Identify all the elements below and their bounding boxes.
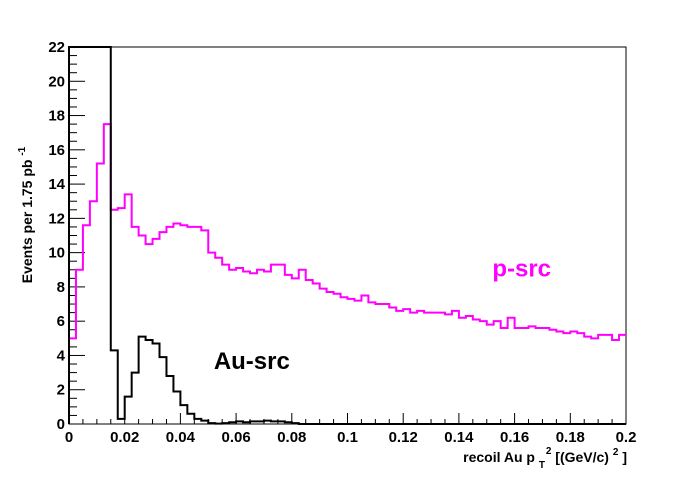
x-axis-title-sub: T xyxy=(539,460,545,471)
y-tick-label: 6 xyxy=(57,313,65,330)
x-axis-title-close: ] xyxy=(622,449,627,465)
y-tick-label: 12 xyxy=(48,210,65,227)
y-axis-title: Events per 1.75 pb -1 xyxy=(17,146,35,283)
y-tick-label: 14 xyxy=(48,176,65,193)
series-layer xyxy=(68,46,626,425)
x-axis-title-rest: [(GeV/c) xyxy=(555,449,609,465)
x-tick-label: 0.2 xyxy=(616,429,637,446)
y-tick-label: 0 xyxy=(57,416,65,433)
x-tick-label: 0.06 xyxy=(221,429,250,446)
au-src-histogram xyxy=(68,46,626,425)
series-label-au-src: Au-src xyxy=(214,348,290,375)
x-axis-title-rest-sup: 2 xyxy=(613,447,619,458)
y-tick-label: 2 xyxy=(57,382,65,399)
y-tick-label: 10 xyxy=(48,245,65,262)
plot-frame xyxy=(68,46,627,425)
series-label-p-src: p-src xyxy=(492,256,551,283)
x-axis-title-main: recoil Au p xyxy=(463,449,535,465)
x-tick-label: 0.08 xyxy=(277,429,306,446)
y-tick-label: 22 xyxy=(48,39,65,56)
x-tick-label: 0.1 xyxy=(337,429,358,446)
x-tick-label: 0.02 xyxy=(110,429,139,446)
x-tick-label: 0.16 xyxy=(500,429,529,446)
annotation-layer: p-src Au-src xyxy=(214,256,551,376)
y-tick-label: 16 xyxy=(48,142,65,159)
x-tick-label: 0.12 xyxy=(389,429,418,446)
x-tick-label: 0.18 xyxy=(556,429,585,446)
y-tick-label: 18 xyxy=(48,108,65,125)
y-tick-label: 4 xyxy=(57,347,66,364)
x-axis-title-sup: 2 xyxy=(546,446,552,457)
y-axis-title-sup: -1 xyxy=(17,146,28,155)
x-tick-label: 0 xyxy=(65,429,73,446)
x-axis-title: recoil Au p T 2 [(GeV/c) 2 ] xyxy=(463,441,627,471)
x-tick-label: 0.14 xyxy=(444,429,474,446)
y-tick-label: 20 xyxy=(48,73,65,90)
y-axis-title-main: Events per 1.75 pb xyxy=(19,160,35,284)
ticks-layer: 0 0.02 0.04 0.06 0.08 0.1 0.12 0.14 0.16 0.18 0.2 0… xyxy=(48,39,636,446)
p-src-histogram xyxy=(68,123,626,424)
y-tick-label: 8 xyxy=(57,279,65,296)
x-tick-label: 0.04 xyxy=(166,429,196,446)
